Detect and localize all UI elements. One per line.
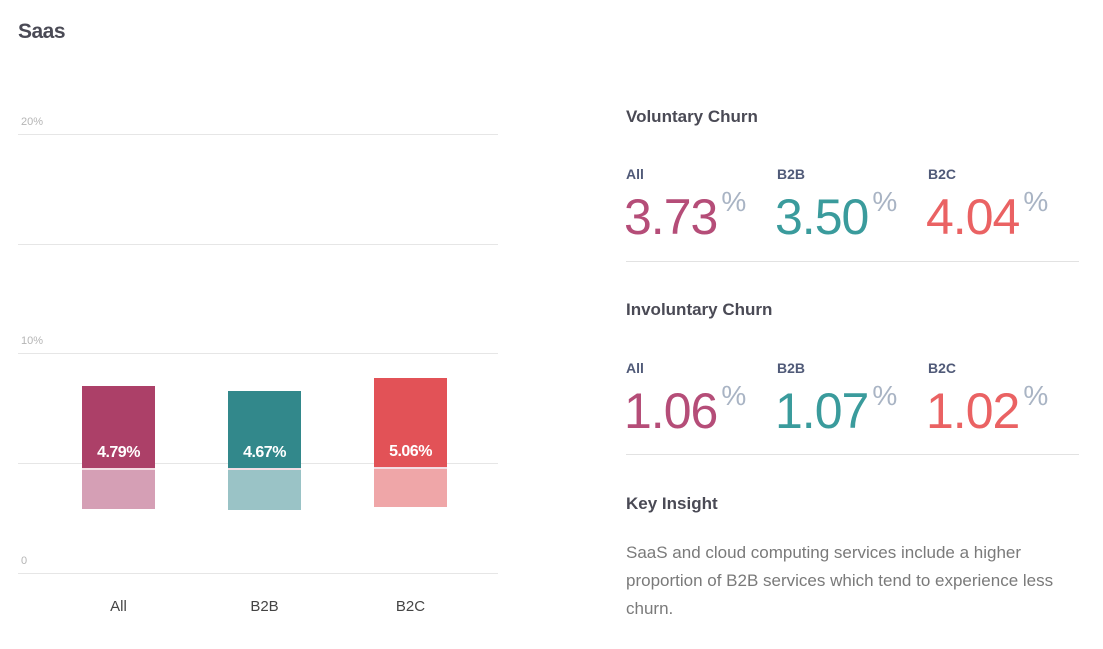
bar-voluntary-b2c <box>374 378 447 468</box>
value-number: 1.02 <box>926 383 1020 439</box>
involuntary-label-all: All <box>626 360 644 376</box>
bar-separator <box>228 468 301 471</box>
value-number: 1.07 <box>775 383 869 439</box>
value-number: 3.73 <box>624 189 718 245</box>
voluntary-label-all: All <box>626 166 644 182</box>
y-tick-label: 10% <box>21 335 44 347</box>
percent-unit: % <box>872 380 897 411</box>
gridline <box>18 353 498 354</box>
percent-unit: % <box>1023 380 1048 411</box>
percent-unit: % <box>721 380 746 411</box>
x-tick-label: B2C <box>395 598 426 615</box>
bar-total-label: 4.67% <box>243 444 286 462</box>
key-insight-heading: Key Insight <box>626 494 718 513</box>
percent-unit: % <box>872 186 897 217</box>
bar-voluntary-all <box>82 385 155 468</box>
bar-total-label: 5.06% <box>389 443 432 461</box>
y-tick-label: 20% <box>21 116 44 128</box>
voluntary-label-b2b: B2B <box>777 166 806 182</box>
bar-involuntary-b2c <box>374 469 447 507</box>
bar-separator <box>82 467 155 470</box>
bar-involuntary-all <box>82 469 155 509</box>
gridline <box>18 134 498 135</box>
bar-separator <box>374 467 447 470</box>
divider <box>626 454 1079 455</box>
bar-voluntary-b2b <box>228 391 301 469</box>
x-tick-label: All <box>110 598 127 615</box>
voluntary-value-b2c: 4.04% <box>926 186 1048 246</box>
bar-total-label: 4.79% <box>97 443 140 461</box>
gridline <box>18 573 498 574</box>
page-title: Saas <box>18 20 66 43</box>
involuntary-churn-heading: Involuntary Churn <box>626 300 773 319</box>
value-number: 4.04 <box>926 189 1020 245</box>
voluntary-churn-heading: Voluntary Churn <box>626 107 758 126</box>
involuntary-value-b2b: 1.07% <box>775 380 897 440</box>
voluntary-value-all: 3.73% <box>624 186 746 246</box>
involuntary-value-all: 1.06% <box>624 380 746 440</box>
x-tick-label: B2B <box>250 598 279 615</box>
divider <box>626 261 1079 262</box>
value-number: 3.50 <box>775 189 869 245</box>
value-number: 1.06 <box>624 383 718 439</box>
involuntary-value-b2c: 1.02% <box>926 380 1048 440</box>
key-insight-text: SaaS and cloud computing services includ… <box>626 543 1054 618</box>
voluntary-value-b2b: 3.50% <box>775 186 897 246</box>
voluntary-label-b2c: B2C <box>928 166 957 182</box>
percent-unit: % <box>721 186 746 217</box>
involuntary-label-b2b: B2B <box>777 360 806 376</box>
involuntary-label-b2c: B2C <box>928 360 957 376</box>
bar-involuntary-b2b <box>228 470 301 510</box>
gridline <box>18 244 498 245</box>
y-tick-label: 0 <box>21 555 28 567</box>
percent-unit: % <box>1023 186 1048 217</box>
